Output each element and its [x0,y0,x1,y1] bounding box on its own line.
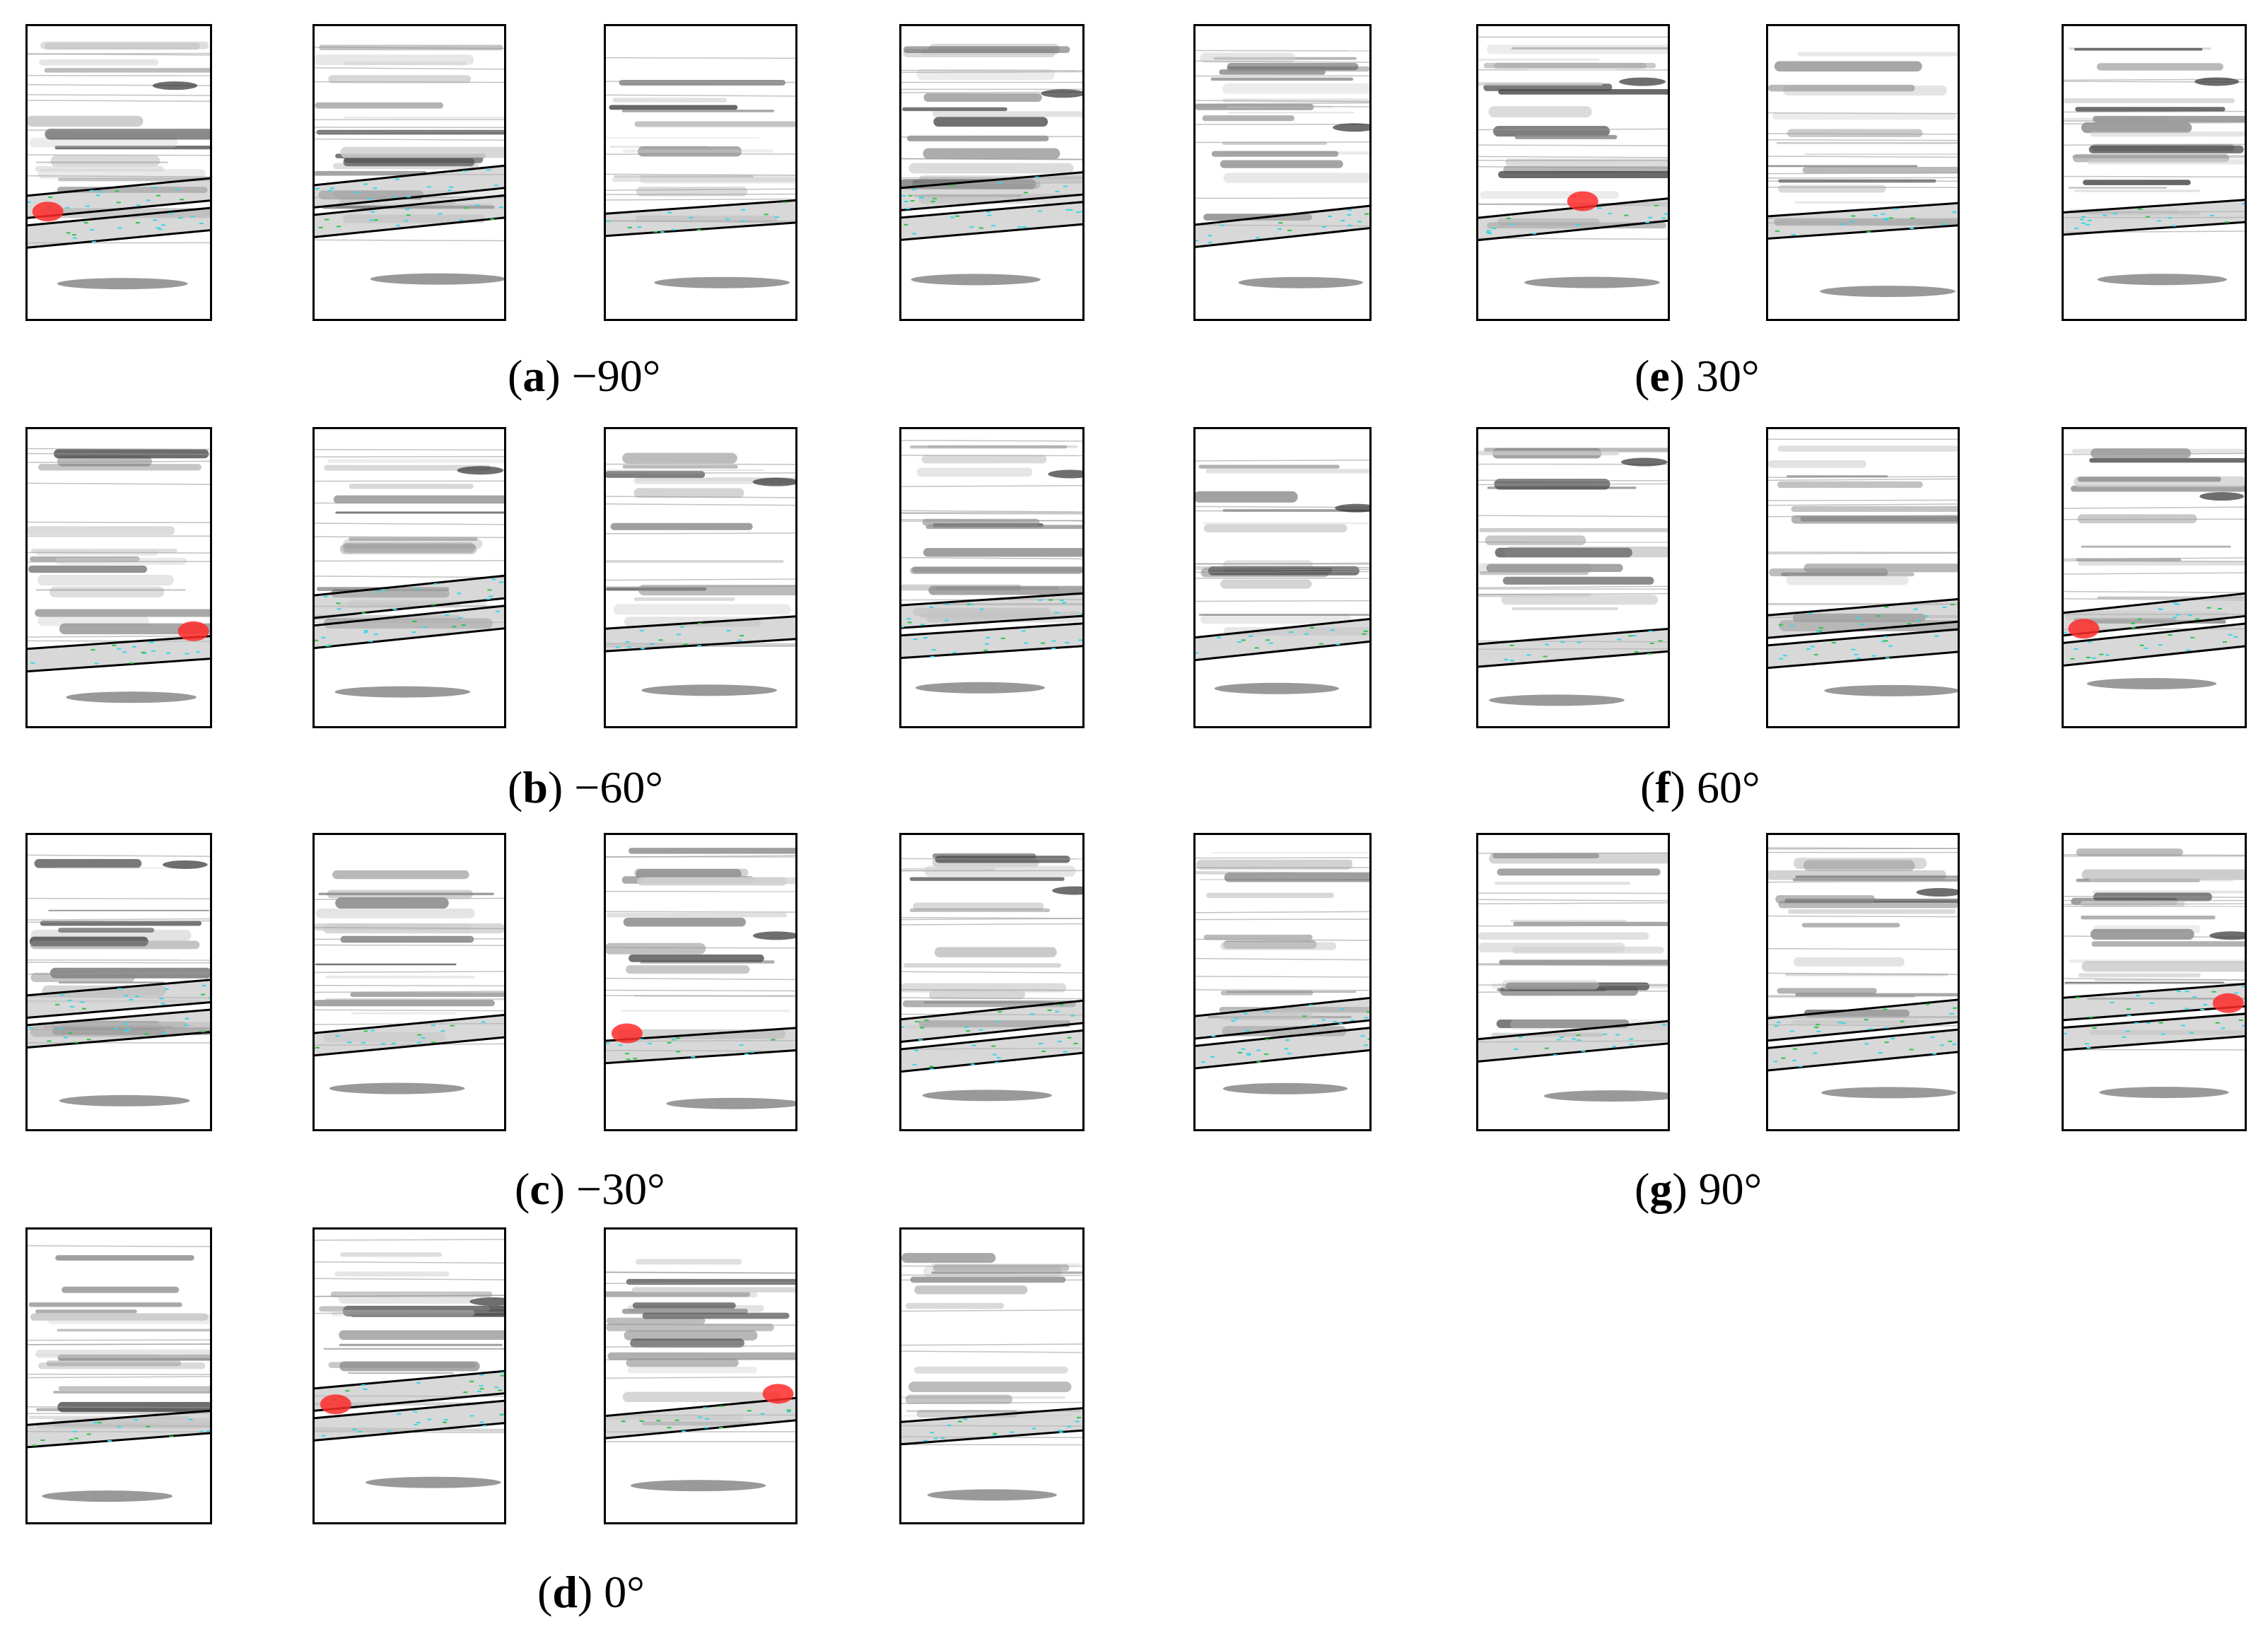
flow-image-panel [312,1227,506,1524]
flow-image [1193,833,1372,1131]
flow-image [1476,427,1670,728]
flow-image [1193,24,1372,321]
flow-image [25,833,212,1131]
flow-image [312,24,506,321]
caption-angle: −90° [571,351,661,401]
flow-image [312,833,506,1131]
caption-paren: ) [1669,351,1697,401]
caption-paren: ( [1635,351,1650,401]
caption-paren: ) [549,1164,577,1214]
flow-image-panel [1766,427,1960,728]
flow-image-panel [1766,24,1960,321]
flow-image-panel [1193,24,1372,321]
flow-image [312,427,506,728]
flow-image [2062,24,2247,321]
flow-image [1476,24,1670,321]
flow-image-panel [1476,833,1670,1131]
panel-caption-f: (f) 60° [1640,765,1760,810]
flow-image-panel [899,1227,1085,1524]
red-highlight [1567,191,1598,211]
caption-letter: e [1649,351,1670,401]
flow-image-panel [312,427,506,728]
flow-image-panel [604,24,797,321]
caption-letter: g [1649,1164,1673,1214]
flow-image [604,24,797,321]
panel-caption-e: (e) 30° [1635,354,1760,399]
red-highlight [2068,619,2100,639]
red-highlight [2212,993,2244,1013]
caption-letter: d [552,1567,578,1617]
flow-image-panel [25,833,212,1131]
caption-letter: f [1655,762,1671,812]
caption-paren: ) [1670,762,1697,812]
flow-image [899,833,1085,1131]
caption-paren: ( [508,351,523,401]
caption-letter: c [530,1164,550,1214]
caption-angle: −60° [574,762,663,812]
flow-image [1766,833,1960,1131]
flow-image-panel [312,833,506,1131]
caption-paren: ) [545,351,572,401]
flow-image [25,1227,212,1524]
flow-image [899,1227,1085,1524]
red-highlight [611,1023,643,1044]
panel-caption-c: (c) −30° [515,1167,665,1212]
flow-image [604,1227,797,1524]
flow-image [899,24,1085,321]
red-highlight [32,202,64,222]
caption-letter: b [522,762,548,812]
flow-image [1766,427,1960,728]
flow-image-panel [1476,427,1670,728]
caption-angle: 30° [1696,351,1760,401]
red-highlight [177,621,209,641]
flow-image-panel [604,1227,797,1524]
panel-caption-a: (a) −90° [508,354,660,399]
flow-image [604,427,797,728]
panel-caption-d: (d) 0° [537,1570,645,1615]
caption-paren: ( [515,1164,530,1214]
caption-paren: ( [1635,1164,1650,1214]
red-highlight [762,1384,794,1404]
caption-angle: −30° [576,1164,665,1214]
flow-image-panel [25,1227,212,1524]
flow-image [1193,427,1372,728]
panel-caption-g: (g) 90° [1635,1167,1762,1212]
flow-image-panel [2062,24,2247,321]
caption-paren: ( [537,1567,553,1617]
caption-paren: ( [508,762,523,812]
flow-image-panel [899,833,1085,1131]
flow-image-panel [899,427,1085,728]
flow-image-panel [1766,833,1960,1131]
flow-image-panel [2062,833,2247,1131]
caption-letter: a [522,351,546,401]
flow-image [25,24,212,321]
flow-image-panel [25,427,212,728]
panel-caption-b: (b) −60° [508,765,663,810]
caption-paren: ) [547,762,575,812]
flow-image-panel [604,833,797,1131]
flow-image [1766,24,1960,321]
flow-image-panel [604,427,797,728]
caption-paren: ) [1672,1164,1699,1214]
caption-angle: 0° [604,1567,645,1617]
caption-paren: ( [1640,762,1656,812]
flow-image [2062,833,2247,1131]
caption-angle: 90° [1698,1164,1763,1214]
flow-image-panel [25,24,212,321]
flow-image [604,833,797,1131]
flow-image-panel [2062,427,2247,728]
flow-image-panel [312,24,506,321]
flow-image-panel [899,24,1085,321]
flow-image-panel [1193,833,1372,1131]
flow-image [1476,833,1670,1131]
flow-image-panel [1476,24,1670,321]
flow-image [899,427,1085,728]
flow-image-panel [1193,427,1372,728]
flow-image [2062,427,2247,728]
caption-angle: 60° [1696,762,1760,812]
caption-paren: ) [577,1567,604,1617]
flow-image [312,1227,506,1524]
flow-image [25,427,212,728]
red-highlight [320,1394,351,1415]
